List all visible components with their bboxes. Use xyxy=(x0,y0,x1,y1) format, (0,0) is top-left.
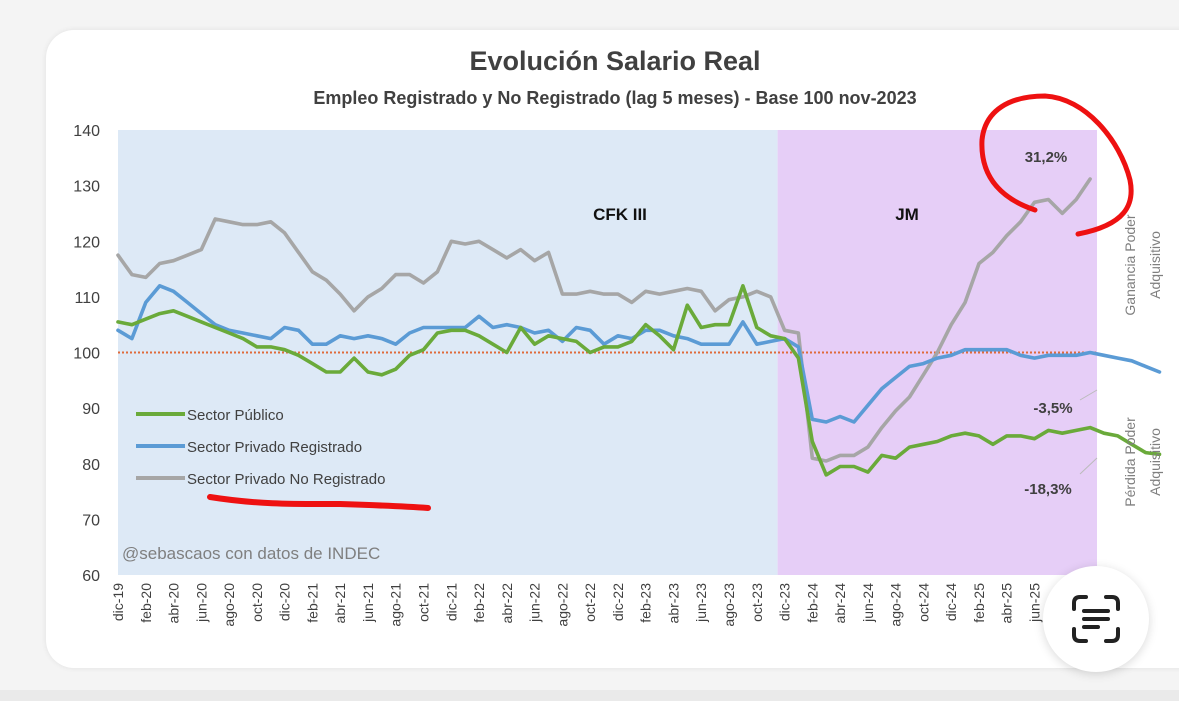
x-tick-label-feb-22: feb-22 xyxy=(471,583,487,623)
x-tick-label-abr-21: abr-21 xyxy=(332,583,348,624)
x-tick-label-ago-23: ago-23 xyxy=(721,583,737,627)
red-underline-mark xyxy=(207,494,431,511)
x-tick-label-jun-24: jun-24 xyxy=(860,583,876,623)
y-tick-label-100: 100 xyxy=(73,346,100,363)
x-tick-label-dic-19: dic-19 xyxy=(110,583,126,621)
x-tick-label-feb-23: feb-23 xyxy=(638,583,654,623)
annotation-privado-registrado: -3,5% xyxy=(1033,400,1072,417)
y-tick-label-130: 130 xyxy=(73,179,100,196)
x-tick-label-jun-21: jun-21 xyxy=(360,583,376,623)
x-tick-label-dic-22: dic-22 xyxy=(610,583,626,621)
y-tick-label-90: 90 xyxy=(82,401,100,418)
x-tick-label-oct-22: oct-22 xyxy=(582,583,598,622)
x-tick-label-ago-22: ago-22 xyxy=(554,583,570,627)
x-tick-label-feb-24: feb-24 xyxy=(804,583,820,623)
legend: Sector Público Sector Privado Registrado… xyxy=(136,407,385,488)
credit-text: @sebascaos con datos de INDEC xyxy=(122,544,380,563)
x-tick-label-abr-25: abr-25 xyxy=(999,583,1015,624)
x-tick-label-ago-24: ago-24 xyxy=(888,583,904,627)
leader-line-privado xyxy=(1079,389,1098,401)
period-label-jm: JM xyxy=(895,205,919,224)
y-tick-label-110: 110 xyxy=(74,290,100,307)
x-tick-label-abr-20: abr-20 xyxy=(166,583,182,624)
y-tick-label-80: 80 xyxy=(82,457,100,474)
x-tick-label-oct-21: oct-21 xyxy=(416,583,432,622)
chart-title: Evolución Salario Real xyxy=(469,46,760,76)
x-tick-label-abr-22: abr-22 xyxy=(499,583,515,624)
legend-label-publico: Sector Público xyxy=(187,407,284,424)
leader-line-publico xyxy=(1079,457,1098,475)
x-tick-label-oct-20: oct-20 xyxy=(249,583,265,622)
x-tick-label-ago-20: ago-20 xyxy=(221,583,237,627)
x-tick-label-oct-23: oct-23 xyxy=(749,583,765,622)
x-tick-label-jun-23: jun-23 xyxy=(693,583,709,623)
y-tick-label-60: 60 xyxy=(82,568,100,585)
red-hand-drawn-circle-mark xyxy=(979,93,1134,237)
text-scan-icon xyxy=(1072,595,1120,643)
y-tick-label-140: 140 xyxy=(73,123,100,140)
side-label-gain-2: Adquisitivo xyxy=(1147,231,1163,299)
legend-label-privado-registrado: Sector Privado Registrado xyxy=(187,439,362,456)
chart-subtitle: Empleo Registrado y No Registrado (lag 5… xyxy=(313,88,916,108)
y-tick-label-120: 120 xyxy=(73,234,100,251)
x-tick-label-abr-23: abr-23 xyxy=(665,583,681,624)
x-tick-label-dic-24: dic-24 xyxy=(943,583,959,621)
annotation-no-registrado: 31,2% xyxy=(1025,149,1068,166)
series-line-privado-no-registrado xyxy=(116,177,1092,463)
series-line-publico xyxy=(116,283,1162,477)
side-label-loss-2: Adquisitivo xyxy=(1147,428,1163,496)
x-tick-label-dic-20: dic-20 xyxy=(277,583,293,621)
x-tick-label-feb-21: feb-21 xyxy=(304,583,320,623)
x-tick-label-dic-23: dic-23 xyxy=(777,583,793,621)
annotation-publico: -18,3% xyxy=(1024,481,1072,498)
x-tick-label-jun-25: jun-25 xyxy=(1027,583,1043,623)
x-tick-label-oct-24: oct-24 xyxy=(915,583,931,622)
x-tick-label-jun-22: jun-22 xyxy=(527,583,543,623)
side-label-gain-1: Ganancia Poder xyxy=(1122,214,1138,316)
legend-label-privado-no-registrado: Sector Privado No Registrado xyxy=(187,471,385,488)
x-tick-label-dic-21: dic-21 xyxy=(443,583,459,621)
side-label-loss-1: Pérdida Poder xyxy=(1122,417,1138,507)
x-tick-label-feb-25: feb-25 xyxy=(971,583,987,623)
x-tick-label-ago-21: ago-21 xyxy=(388,583,404,627)
period-label-cfk: CFK III xyxy=(593,205,647,224)
y-tick-label-70: 70 xyxy=(82,512,100,529)
x-tick-label-jun-20: jun-20 xyxy=(193,583,209,623)
x-tick-label-feb-20: feb-20 xyxy=(138,583,154,623)
x-tick-label-abr-24: abr-24 xyxy=(832,583,848,624)
text-scan-button[interactable] xyxy=(1043,566,1149,672)
bottom-strip xyxy=(0,690,1179,701)
